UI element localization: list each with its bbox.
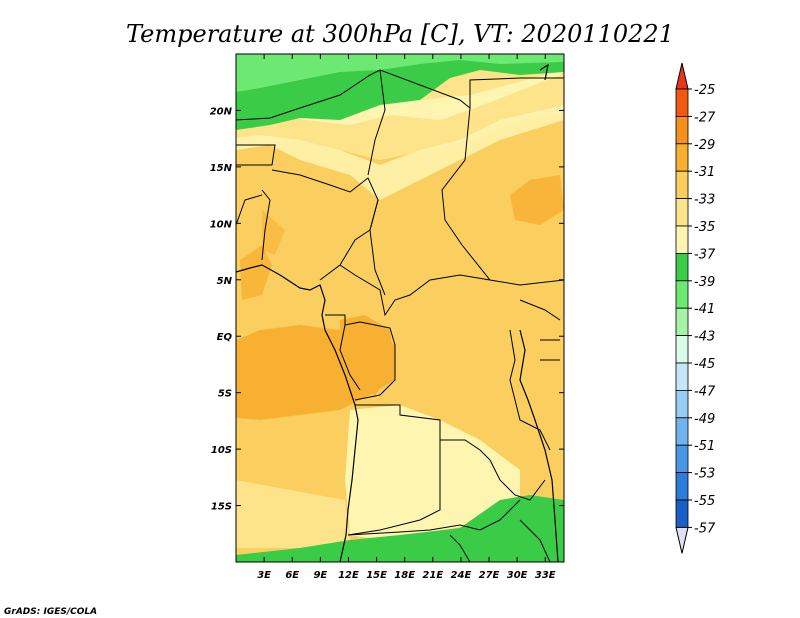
colorbar-arrow-bottom bbox=[675, 526, 689, 554]
field-patch-nigeria bbox=[262, 210, 285, 255]
border-algeria-mali bbox=[236, 69, 381, 121]
field-lightgreen-north bbox=[236, 54, 564, 92]
border-namibia bbox=[347, 499, 521, 536]
field-band-southwest bbox=[236, 480, 350, 548]
y-tick-label: 10N bbox=[210, 219, 233, 230]
colorbar-label: -49 bbox=[694, 412, 715, 427]
colorbar-segment bbox=[675, 362, 689, 391]
y-tick-label: 5S bbox=[218, 389, 232, 400]
colorbar-segment bbox=[675, 417, 689, 446]
colorbar-label: -47 bbox=[694, 384, 716, 399]
colorbar-segment bbox=[675, 389, 689, 419]
coastline-west bbox=[236, 264, 359, 562]
field-patch-westafrica bbox=[240, 245, 272, 300]
x-tick-label: 9E bbox=[313, 570, 327, 581]
colorbar-segment bbox=[675, 198, 689, 227]
x-axis-ticks: 3E 6E 9E 12E 15E 18E 21E 24E 27E 30E 33E bbox=[257, 54, 556, 581]
x-tick-label: 27E bbox=[479, 570, 500, 581]
border-niger-chad bbox=[367, 69, 386, 176]
colorbar-label: -41 bbox=[694, 302, 715, 317]
colorbar-label: -35 bbox=[694, 220, 715, 235]
colorbar-label: -51 bbox=[694, 439, 715, 454]
x-tick-label: 24E bbox=[451, 570, 472, 581]
colorbar-label: -31 bbox=[694, 165, 715, 180]
map-plot: 3E 6E 9E 12E 15E 18E 21E 24E 27E 30E 33E 20N 15N 10N… bbox=[210, 53, 565, 581]
border-uganda bbox=[519, 299, 561, 321]
temperature-field bbox=[236, 54, 564, 562]
field-patch-sudan bbox=[510, 175, 564, 225]
y-tick-label: 5N bbox=[217, 276, 233, 287]
border-niger-libya bbox=[379, 69, 564, 110]
map-frame bbox=[235, 53, 565, 563]
border-ghana bbox=[236, 194, 263, 226]
colorbar-label: -53 bbox=[694, 467, 715, 482]
colorbar-segment bbox=[675, 444, 689, 474]
y-tick-label: 15S bbox=[211, 502, 232, 513]
border-congo-drc bbox=[354, 327, 396, 401]
colorbar-segment bbox=[675, 116, 689, 145]
colorbar-segment bbox=[675, 170, 689, 199]
border-angola-drc bbox=[355, 404, 491, 461]
political-boundaries bbox=[236, 69, 564, 562]
border-lakes bbox=[509, 329, 551, 451]
colorbar-segment bbox=[675, 225, 689, 254]
border-car bbox=[339, 264, 491, 317]
colorbar-label: -27 bbox=[694, 110, 716, 125]
colorbar-label: -33 bbox=[694, 193, 715, 208]
border-gabon-congo bbox=[339, 324, 361, 391]
colorbar-segment bbox=[675, 307, 689, 337]
colorbar-segment bbox=[675, 280, 689, 309]
border-kenya-tanzania bbox=[540, 339, 560, 361]
colorbar-label: -39 bbox=[694, 275, 715, 290]
colorbar: -25 -27 -29 -31 -33 -35 -37 -39 -41 -43 -45 -47 -49 -… bbox=[675, 62, 716, 554]
x-tick-label: 18E bbox=[394, 570, 415, 581]
colorbar-segment bbox=[675, 335, 689, 364]
colorbar-segment bbox=[675, 252, 689, 282]
x-tick-label: 21E bbox=[422, 570, 443, 581]
field-green-south bbox=[236, 495, 564, 562]
colorbar-label: -55 bbox=[694, 494, 715, 509]
y-tick-label: 20N bbox=[210, 106, 233, 117]
colorbar-label: -29 bbox=[694, 138, 715, 153]
colorbar-label: -37 bbox=[694, 247, 716, 262]
colorbar-segment bbox=[675, 88, 689, 117]
chart-title: Temperature at 300hPa [C], VT: 202011022… bbox=[126, 20, 674, 48]
border-chad-sudan bbox=[441, 107, 564, 286]
colorbar-label: -25 bbox=[694, 83, 715, 98]
y-tick-label: EQ bbox=[217, 332, 233, 343]
border-cameroon-chad bbox=[369, 199, 386, 296]
x-tick-label: 3E bbox=[257, 570, 271, 581]
field-band-sahel bbox=[236, 105, 564, 200]
x-tick-label: 15E bbox=[366, 570, 387, 581]
border-gabon-north bbox=[325, 314, 391, 329]
y-tick-label: 15N bbox=[210, 163, 233, 174]
colorbar-segment bbox=[675, 143, 689, 172]
colorbar-label: -43 bbox=[694, 330, 715, 345]
colorbar-segment bbox=[675, 472, 689, 501]
border-mali-burkina bbox=[236, 144, 276, 166]
border-angola-zambia bbox=[347, 440, 441, 536]
colorbar-segment bbox=[675, 499, 689, 528]
colorbar-label: -45 bbox=[694, 357, 715, 372]
grads-credit: GrADS: IGES/COLA bbox=[4, 607, 97, 617]
coastline-lakes-east bbox=[519, 329, 559, 562]
x-tick-label: 33E bbox=[535, 570, 556, 581]
coastline-north-fragment bbox=[539, 63, 549, 81]
y-tick-label: 10S bbox=[211, 445, 232, 456]
field-band-south bbox=[345, 405, 520, 540]
border-zambia bbox=[489, 459, 546, 501]
x-tick-label: 30E bbox=[507, 570, 528, 581]
y-axis-ticks: 20N 15N 10N 5N EQ 5S 10S 15S bbox=[210, 106, 564, 513]
colorbar-arrow-top bbox=[675, 62, 689, 90]
border-southern bbox=[449, 519, 551, 562]
border-nigeria bbox=[271, 169, 379, 281]
x-tick-label: 6E bbox=[285, 570, 299, 581]
border-benin bbox=[261, 189, 271, 261]
colorbar-label: -57 bbox=[694, 521, 716, 536]
x-tick-label: 12E bbox=[338, 570, 359, 581]
coastline bbox=[236, 63, 559, 562]
field-patch-gabon bbox=[340, 315, 395, 395]
